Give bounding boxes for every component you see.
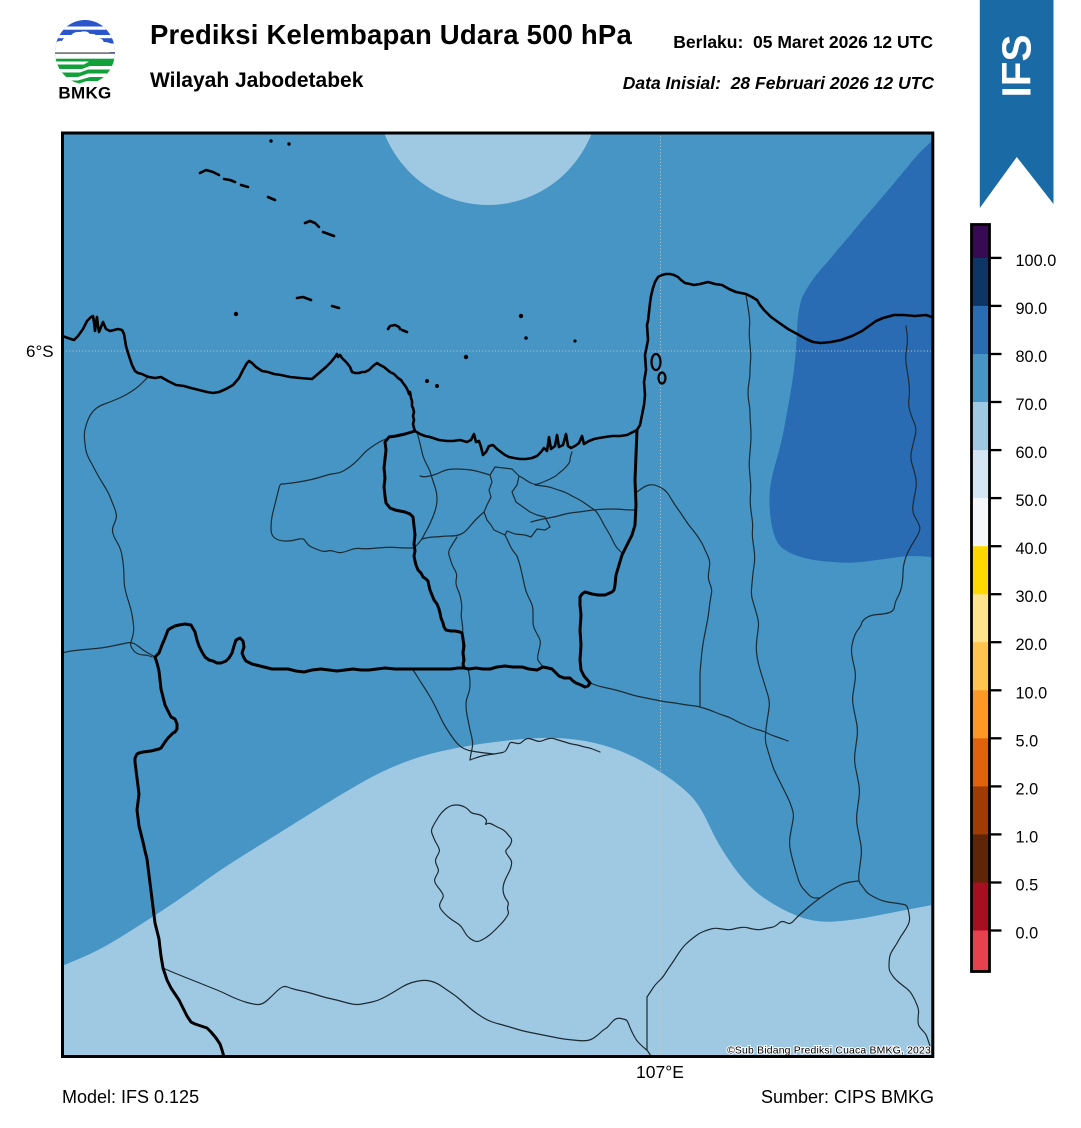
svg-text:5.0: 5.0 [1016, 732, 1039, 750]
svg-text:100.0: 100.0 [1016, 252, 1057, 270]
svg-text:50.0: 50.0 [1016, 492, 1048, 510]
svg-text:20.0: 20.0 [1016, 636, 1048, 654]
svg-text:0.5: 0.5 [1016, 877, 1039, 895]
svg-text:BMKG: BMKG [58, 84, 111, 103]
svg-text:90.0: 90.0 [1016, 300, 1048, 318]
svg-text:0.0: 0.0 [1016, 925, 1039, 943]
svg-text:30.0: 30.0 [1016, 588, 1048, 606]
svg-text:1.0: 1.0 [1016, 828, 1039, 846]
svg-text:2.0: 2.0 [1016, 780, 1039, 798]
svg-text:10.0: 10.0 [1016, 684, 1048, 702]
svg-text:80.0: 80.0 [1016, 348, 1048, 366]
svg-text:60.0: 60.0 [1016, 444, 1048, 462]
svg-text:©Sub Bidang Prediksi Cuaca BMK: ©Sub Bidang Prediksi Cuaca BMKG, 2023 [727, 1046, 931, 1057]
svg-text:40.0: 40.0 [1016, 540, 1048, 558]
svg-text:IFS: IFS [994, 34, 1040, 97]
svg-text:70.0: 70.0 [1016, 396, 1048, 414]
